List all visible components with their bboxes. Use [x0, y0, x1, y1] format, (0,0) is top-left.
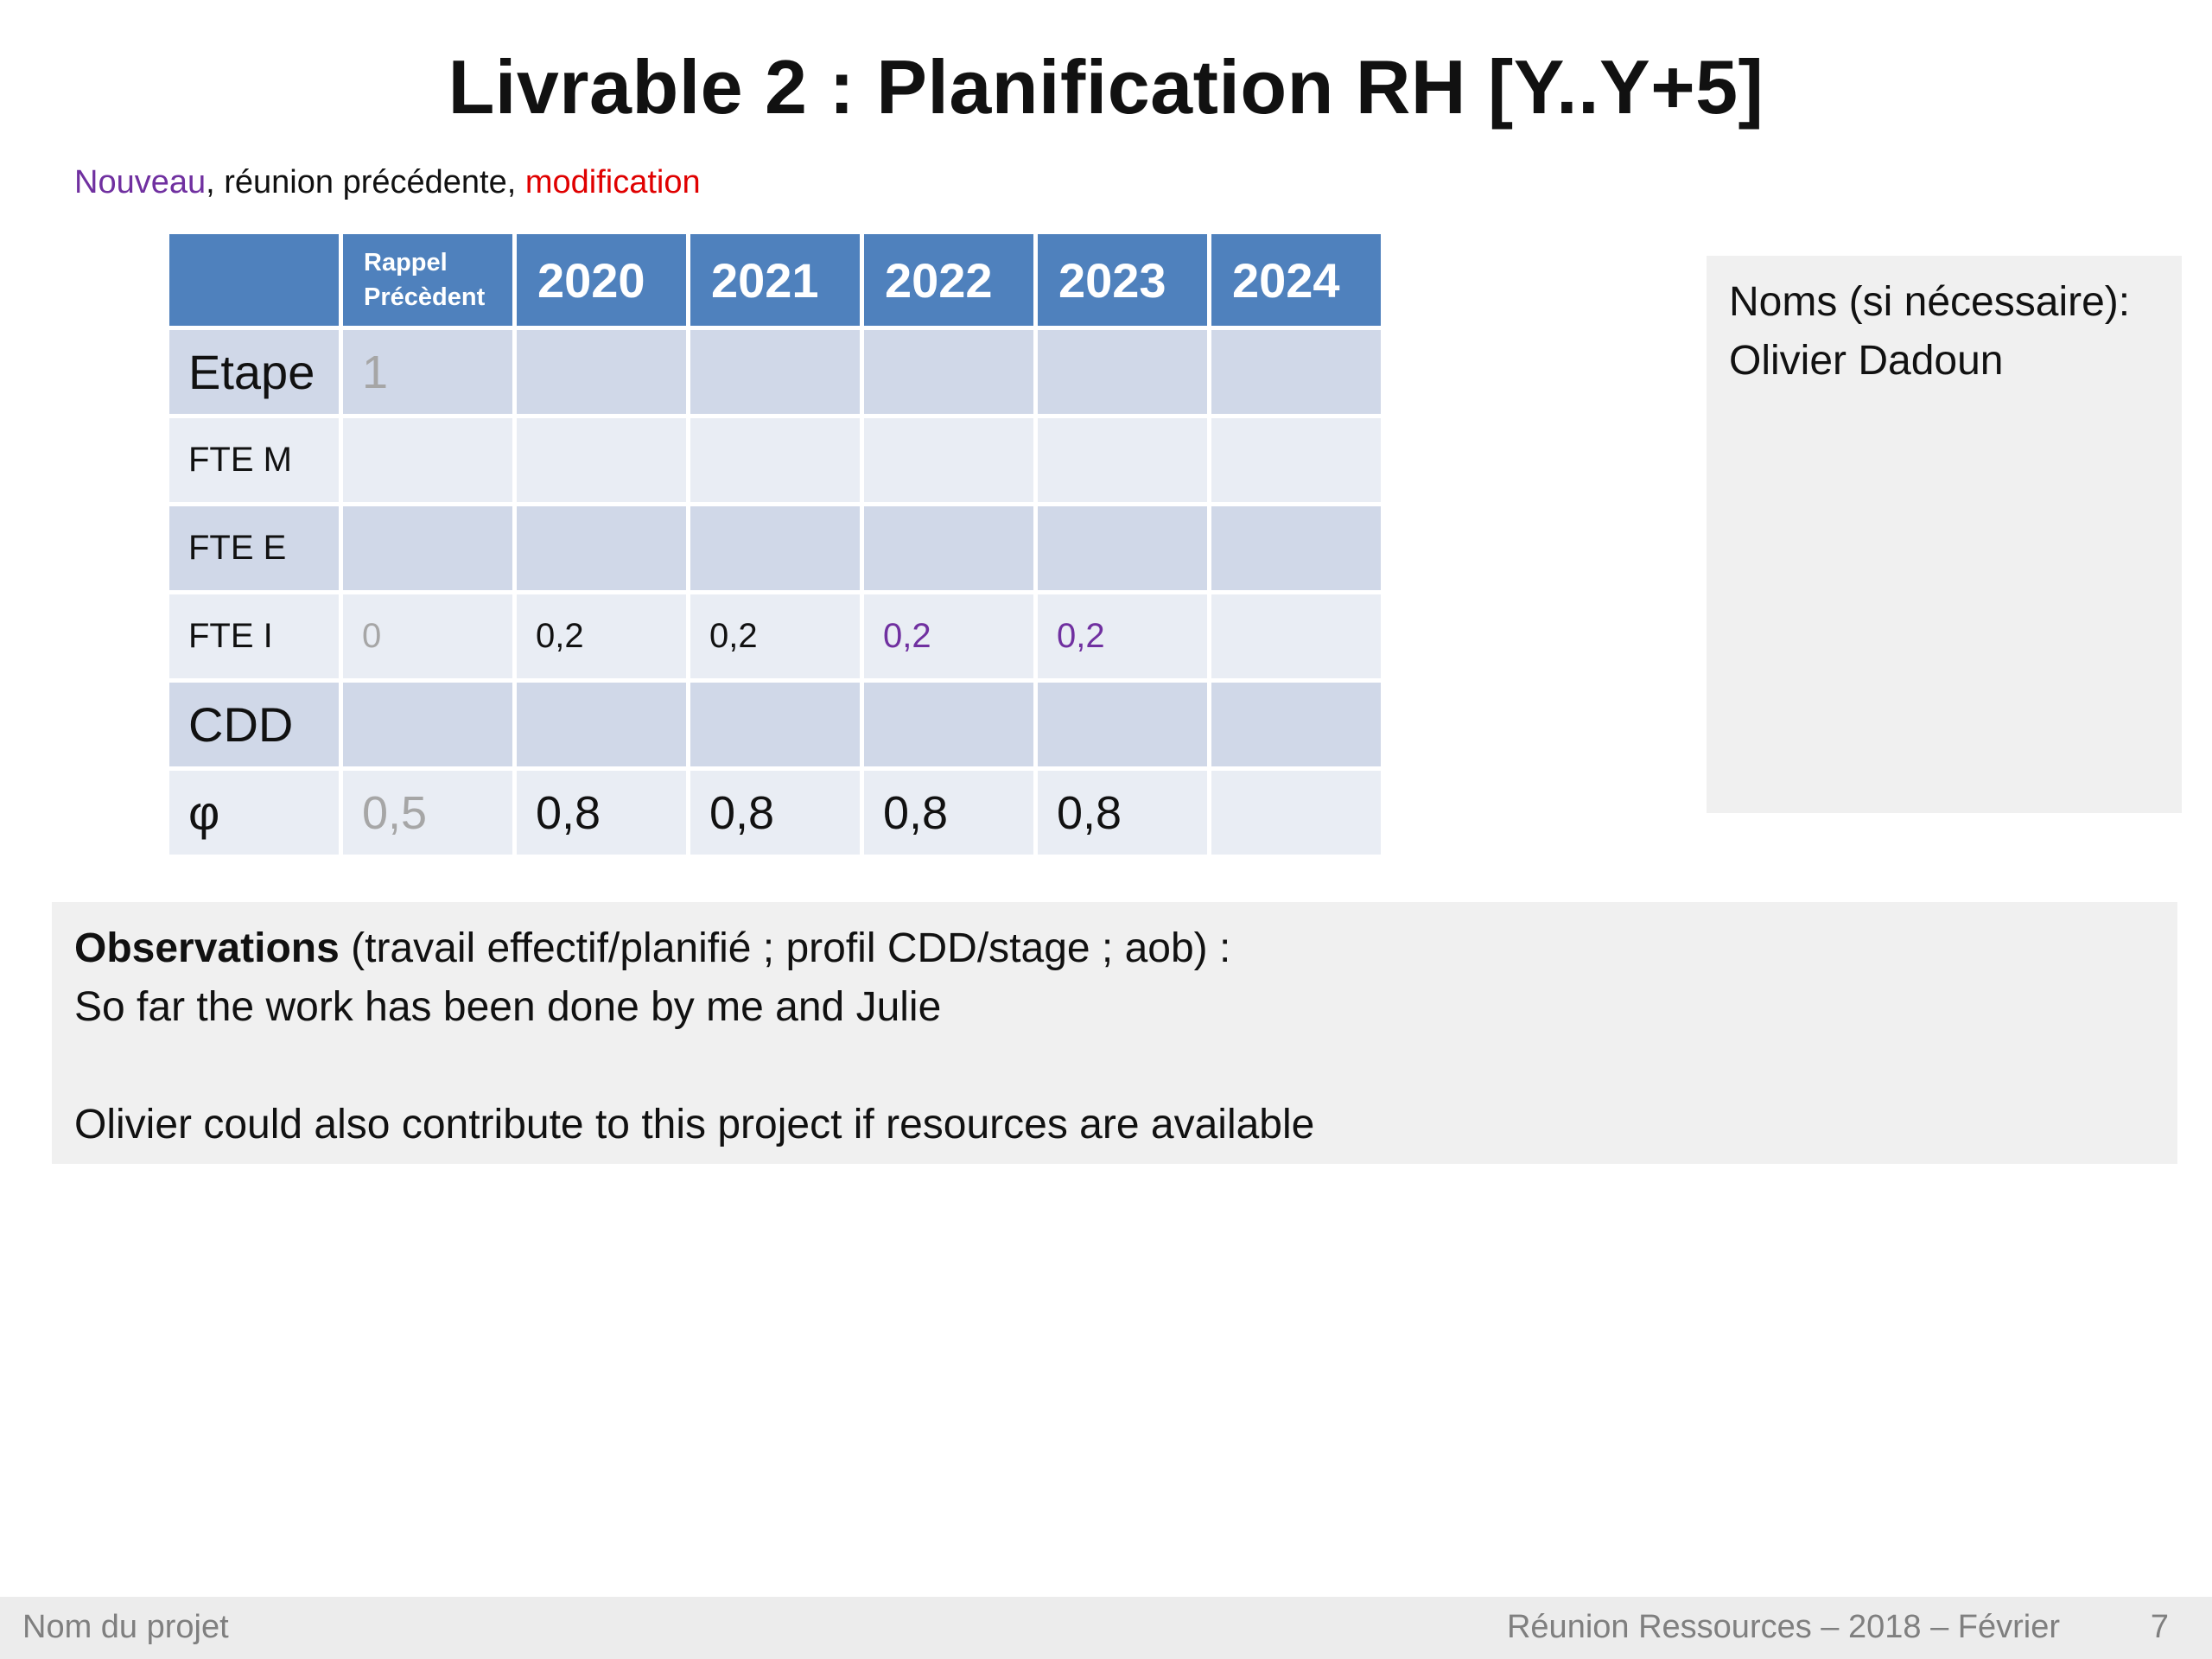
table-row-cdd: CDD: [169, 683, 1381, 766]
header-year: 2022: [864, 234, 1033, 326]
hr-planning-table: Rappel Précèdent 2020 2021 2022 2023 2024…: [165, 230, 1385, 859]
row-label: FTE I: [169, 594, 339, 678]
names-box: Noms (si nécessaire): Olivier Dadoun: [1707, 256, 2182, 813]
table-header-row: Rappel Précèdent 2020 2021 2022 2023 2024: [169, 234, 1381, 326]
table-cell: [517, 330, 686, 414]
rappel-cell: 0,5: [343, 771, 512, 855]
table-cell: [864, 506, 1033, 590]
table-cell: [1211, 418, 1381, 502]
table-cell: 0,8: [517, 771, 686, 855]
rappel-cell: 0: [343, 594, 512, 678]
row-label: FTE M: [169, 418, 339, 502]
observations-line: So far the work has been done by me and …: [74, 984, 942, 1030]
table-cell: [690, 330, 860, 414]
table-cell: [1211, 506, 1381, 590]
observations-label: Observations: [74, 925, 340, 971]
table-cell: [1211, 330, 1381, 414]
slide-title: Livrable 2 : Planification RH [Y..Y+5]: [448, 44, 1764, 130]
slide-footer: Nom du projet Réunion Ressources – 2018 …: [0, 1597, 2212, 1659]
observations-line: Olivier could also contribute to this pr…: [74, 1102, 1315, 1147]
table-cell: 0,8: [1038, 771, 1207, 855]
table-row-etape: Etape 1: [169, 330, 1381, 414]
rappel-cell: [343, 683, 512, 766]
table-cell: [1211, 594, 1381, 678]
row-label: Etape: [169, 330, 339, 414]
header-year: 2024: [1211, 234, 1381, 326]
table-row-fte-m: FTE M: [169, 418, 1381, 502]
legend-nouveau: Nouveau: [74, 164, 207, 200]
rappel-cell: [343, 418, 512, 502]
table-cell: [864, 683, 1033, 766]
table-cell: 0,2: [1038, 594, 1207, 678]
table-cell: [1038, 683, 1207, 766]
table-cell: [517, 683, 686, 766]
header-rappel-line2: Précèdent: [364, 283, 486, 311]
observations-heading: Observations (travail effectif/planifié …: [74, 919, 2155, 978]
legend-separator: ,: [506, 164, 525, 200]
footer-meeting: Réunion Ressources – 2018 – Février: [1506, 1609, 2060, 1645]
table-row-fte-i: FTE I 0 0,2 0,2 0,2 0,2: [169, 594, 1381, 678]
names-heading: Noms (si nécessaire):: [1729, 279, 2131, 325]
table-cell: [864, 330, 1033, 414]
header-year: 2023: [1038, 234, 1207, 326]
table-cell: 0,8: [864, 771, 1033, 855]
table-cell: [517, 418, 686, 502]
footer-project-name: Nom du projet: [22, 1609, 229, 1645]
row-label: φ: [169, 771, 339, 855]
legend-reunion: réunion précédente: [224, 164, 507, 200]
table-cell: [517, 506, 686, 590]
row-label: CDD: [169, 683, 339, 766]
table-row-fte-e: FTE E: [169, 506, 1381, 590]
color-legend: Nouveau, réunion précédente, modificatio…: [74, 164, 701, 201]
table-cell: 0,2: [517, 594, 686, 678]
row-label: FTE E: [169, 506, 339, 590]
legend-separator: ,: [206, 164, 225, 200]
names-value: Olivier Dadoun: [1729, 338, 2004, 384]
header-corner-cell: [169, 234, 339, 326]
table-cell: [1211, 771, 1381, 855]
legend-modification: modification: [524, 164, 701, 200]
table-row-phi: φ 0,5 0,8 0,8 0,8 0,8: [169, 771, 1381, 855]
table-cell: 0,2: [864, 594, 1033, 678]
table-cell: [864, 418, 1033, 502]
table-cell: 0,2: [690, 594, 860, 678]
table-cell: [1211, 683, 1381, 766]
table-cell: [690, 418, 860, 502]
table-cell: 0,8: [690, 771, 860, 855]
header-rappel-line1: Rappel: [364, 249, 448, 276]
rappel-cell: 1: [343, 330, 512, 414]
table-cell: [1038, 330, 1207, 414]
observations-label-rest: (travail effectif/planifié ; profil CDD/…: [339, 925, 1231, 971]
table-cell: [1038, 418, 1207, 502]
table-cell: [690, 506, 860, 590]
observations-box: Observations (travail effectif/planifié …: [52, 902, 2177, 1164]
header-rappel: Rappel Précèdent: [343, 234, 512, 326]
footer-page-number: 7: [2150, 1609, 2169, 1645]
header-year: 2020: [517, 234, 686, 326]
table-cell: [1038, 506, 1207, 590]
observations-spacer: [74, 1037, 2155, 1096]
table-cell: [690, 683, 860, 766]
header-year: 2021: [690, 234, 860, 326]
rappel-cell: [343, 506, 512, 590]
